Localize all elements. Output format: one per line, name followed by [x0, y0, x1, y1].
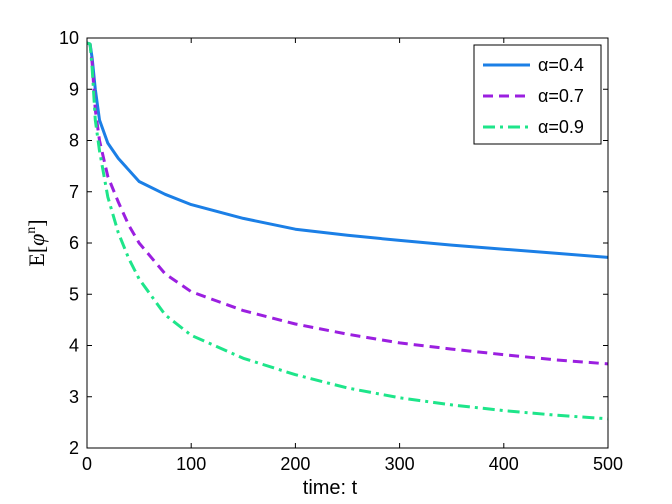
y-tick-label: 7 — [69, 182, 79, 202]
x-tick-label: 100 — [176, 454, 206, 474]
y-tick-label: 3 — [69, 387, 79, 407]
x-tick-label: 200 — [280, 454, 310, 474]
legend-label-3: α=0.9 — [538, 117, 584, 137]
y-tick-label: 5 — [69, 284, 79, 304]
legend-label-1: α=0.4 — [538, 55, 584, 75]
series-lines — [86, 41, 609, 421]
legend: α=0.4 α=0.7 α=0.9 — [473, 44, 602, 145]
legend-box — [473, 44, 602, 145]
y-tick-label: 9 — [69, 79, 79, 99]
x-tick-label: 300 — [385, 454, 415, 474]
y-tick-label: 6 — [69, 233, 79, 253]
x-tick-label: 500 — [593, 454, 623, 474]
x-axis-label: time: t — [303, 477, 358, 499]
x-tick-label: 0 — [82, 454, 92, 474]
y-tick-label: 10 — [59, 28, 79, 48]
series-line-3 — [86, 41, 609, 421]
y-tick-label: 4 — [69, 336, 79, 356]
x-tick-label: 400 — [489, 454, 519, 474]
y-tick-label: 2 — [69, 438, 79, 458]
y-tick-label: 8 — [69, 131, 79, 151]
legend-label-2: α=0.7 — [538, 86, 584, 106]
series-line-1 — [86, 41, 609, 259]
axis-ticks: 0 100 200 300 400 500 2 3 4 5 6 7 8 9 10 — [59, 28, 623, 474]
y-axis-label: E[φn] — [24, 219, 49, 266]
